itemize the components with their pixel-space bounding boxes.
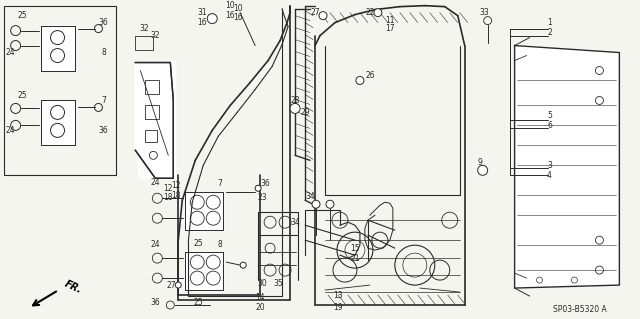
Circle shape — [312, 200, 320, 208]
Text: 36: 36 — [260, 179, 270, 188]
Text: 16: 16 — [225, 11, 235, 20]
Text: 33: 33 — [480, 8, 490, 17]
Circle shape — [290, 103, 300, 114]
Text: 32: 32 — [150, 31, 160, 40]
Text: 18: 18 — [172, 191, 181, 200]
Text: 1: 1 — [547, 18, 552, 27]
Text: 22: 22 — [365, 8, 374, 17]
Text: FR.: FR. — [63, 279, 83, 295]
Text: 21: 21 — [350, 254, 360, 263]
Text: 3: 3 — [547, 161, 552, 170]
Text: 7: 7 — [218, 179, 223, 188]
Text: 12: 12 — [164, 184, 173, 193]
Text: 4: 4 — [547, 171, 552, 180]
Polygon shape — [138, 61, 175, 178]
Text: 35: 35 — [273, 278, 283, 287]
Text: 10: 10 — [225, 1, 235, 10]
Text: 14: 14 — [255, 293, 265, 301]
Text: 7: 7 — [101, 96, 106, 105]
Polygon shape — [185, 252, 223, 290]
Text: 23: 23 — [257, 193, 267, 202]
Text: 16: 16 — [234, 13, 243, 22]
Polygon shape — [515, 46, 620, 288]
Text: 25: 25 — [18, 91, 28, 100]
Text: 36: 36 — [150, 298, 160, 307]
Text: 30: 30 — [257, 278, 267, 287]
Circle shape — [207, 14, 217, 24]
Text: 6: 6 — [547, 121, 552, 130]
Text: 8: 8 — [101, 48, 106, 57]
Text: 17: 17 — [385, 24, 395, 33]
Circle shape — [356, 77, 364, 85]
Text: 34: 34 — [290, 218, 300, 227]
Circle shape — [477, 165, 488, 175]
Circle shape — [255, 185, 261, 191]
Text: 16: 16 — [197, 18, 207, 27]
Bar — [145, 106, 159, 119]
Text: 24: 24 — [150, 178, 160, 187]
Text: 11: 11 — [385, 16, 395, 25]
Polygon shape — [136, 63, 173, 178]
Text: 24: 24 — [6, 48, 15, 57]
Text: 29: 29 — [300, 108, 310, 117]
Text: 31: 31 — [197, 8, 207, 17]
Bar — [145, 130, 157, 142]
Text: 20: 20 — [255, 302, 265, 312]
Text: 13: 13 — [333, 291, 343, 300]
Polygon shape — [185, 192, 223, 230]
Text: 10: 10 — [234, 4, 243, 13]
Text: 15: 15 — [350, 244, 360, 253]
Text: 24: 24 — [6, 126, 15, 135]
Text: SP03-B5320 A: SP03-B5320 A — [552, 305, 606, 314]
Text: 32: 32 — [140, 24, 149, 33]
Text: 36: 36 — [99, 126, 108, 135]
Polygon shape — [40, 26, 76, 70]
Text: 27: 27 — [166, 281, 176, 290]
Text: 34: 34 — [305, 192, 315, 201]
Text: 26: 26 — [365, 71, 374, 80]
Text: 18: 18 — [164, 193, 173, 202]
Circle shape — [175, 282, 181, 288]
Text: 25: 25 — [193, 298, 203, 307]
Circle shape — [374, 9, 382, 17]
Text: 19: 19 — [333, 302, 343, 312]
Circle shape — [240, 262, 246, 268]
Text: 9: 9 — [477, 158, 482, 167]
Text: 5: 5 — [547, 111, 552, 120]
Bar — [145, 80, 159, 94]
Bar — [4, 6, 116, 175]
Bar — [136, 36, 154, 49]
Text: 12: 12 — [172, 181, 181, 190]
Text: 8: 8 — [218, 240, 223, 249]
Circle shape — [326, 200, 334, 208]
Polygon shape — [40, 100, 76, 145]
Text: 36: 36 — [99, 18, 108, 27]
Text: 27: 27 — [310, 8, 320, 17]
Text: 28: 28 — [291, 96, 300, 105]
Text: 24: 24 — [150, 240, 160, 249]
Circle shape — [319, 11, 327, 19]
Text: 2: 2 — [547, 28, 552, 37]
Text: 25: 25 — [18, 11, 28, 20]
Text: 25: 25 — [193, 239, 203, 248]
